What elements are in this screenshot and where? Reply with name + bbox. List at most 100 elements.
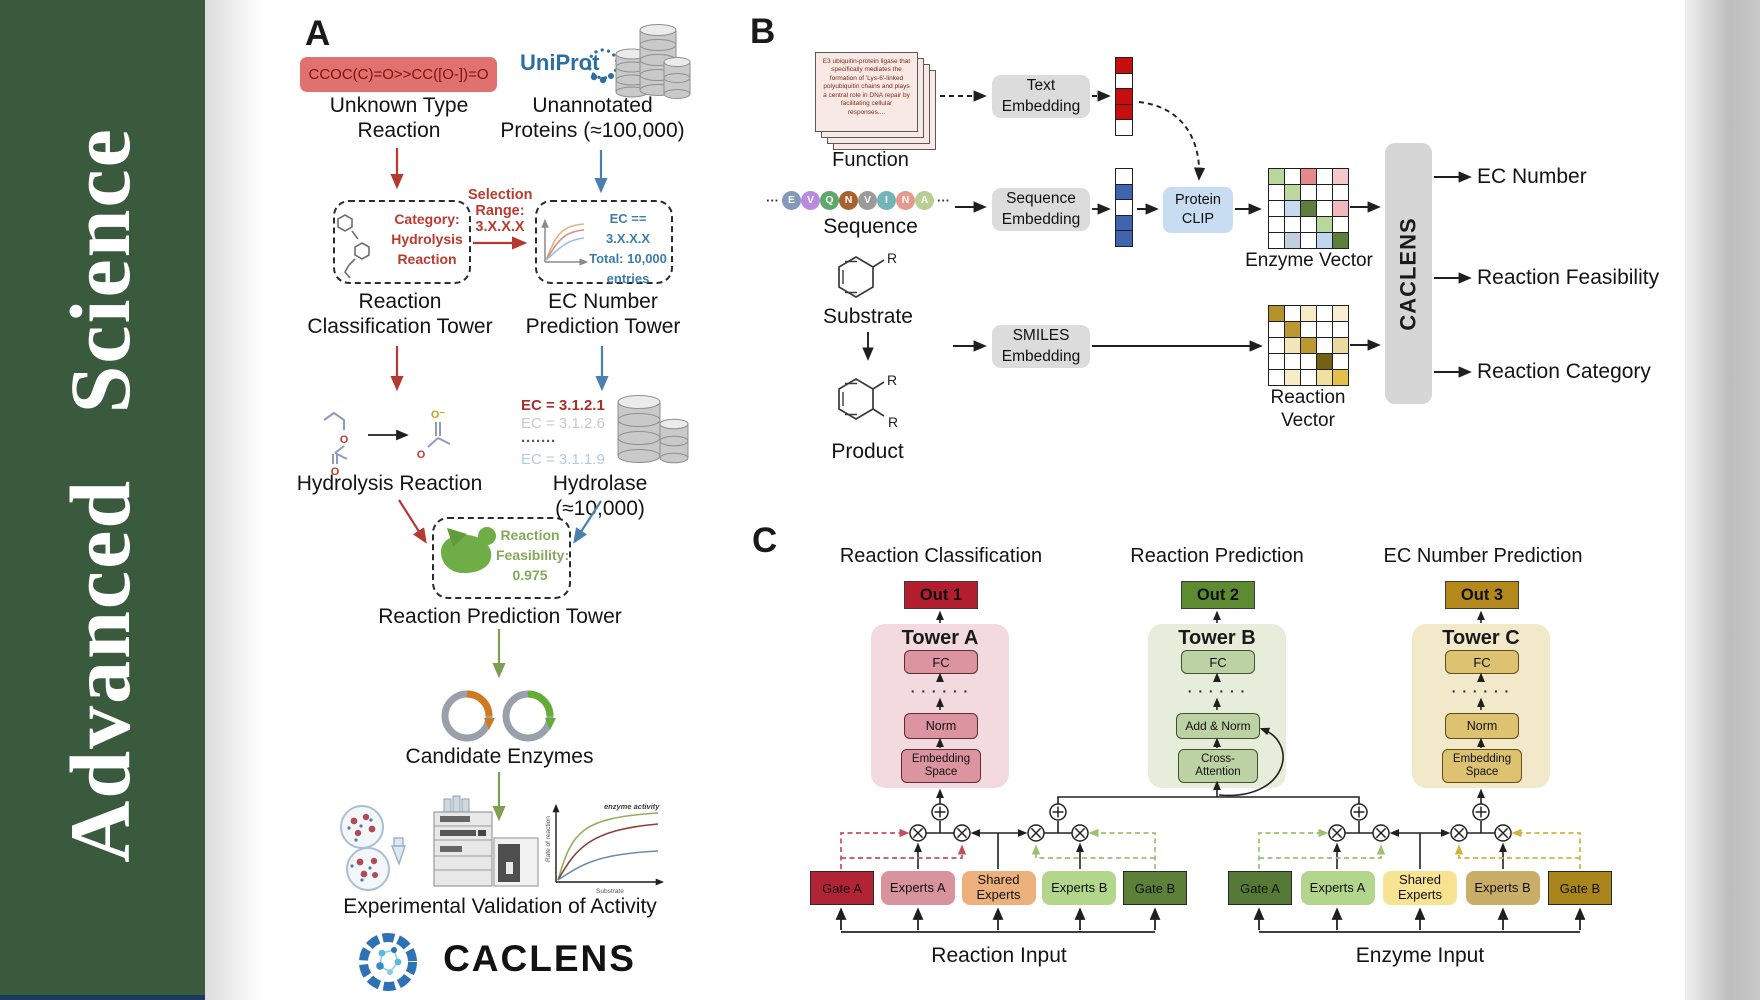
residue-circle: V bbox=[801, 190, 820, 210]
multiply-node bbox=[1071, 824, 1089, 842]
vector-cell bbox=[1116, 89, 1133, 105]
tower-b-cross-attention: Cross- Attention bbox=[1178, 749, 1258, 783]
vector-cell bbox=[1333, 217, 1349, 233]
r-group-label: R bbox=[888, 414, 898, 430]
moe-gate-box: Gate B bbox=[1548, 871, 1612, 905]
enzyme-input-label: Enzyme Input bbox=[1355, 944, 1485, 967]
multiply-add-nodes bbox=[909, 803, 1512, 842]
vector-cell bbox=[1269, 322, 1285, 338]
substrate-label: Substrate bbox=[823, 305, 913, 328]
out3-box: Out 3 bbox=[1445, 581, 1519, 609]
ec-list-item: EC = 3.1.2.6 bbox=[521, 415, 605, 432]
multiply-node bbox=[909, 824, 927, 842]
vector-cell bbox=[1301, 201, 1317, 217]
vector-cell bbox=[1301, 354, 1317, 370]
reaction-prediction-tower-label: Reaction Prediction Tower bbox=[378, 605, 622, 628]
moe-gate-box: Gate B bbox=[1123, 871, 1187, 905]
tower-c-norm: Norm bbox=[1445, 713, 1519, 739]
tower-a-fc: FC bbox=[904, 650, 978, 674]
kinetics-plot: enzyme activity Rate of reaction Substra… bbox=[545, 802, 665, 895]
tower-c-embedding: Embedding Space bbox=[1442, 749, 1522, 783]
vector-cell bbox=[1269, 354, 1285, 370]
selection-range-label: Selection Range: 3.X.X.X bbox=[468, 187, 533, 235]
vector-cell bbox=[1269, 169, 1285, 185]
sequence-embedding-vector bbox=[1115, 168, 1133, 247]
reaction-vector-grid bbox=[1268, 305, 1349, 386]
tower-b-fc: FC bbox=[1181, 650, 1255, 674]
vector-cell bbox=[1317, 306, 1333, 322]
vector-cell bbox=[1285, 169, 1301, 185]
journal-brand-strip bbox=[0, 995, 205, 1000]
product-benzene-icon: R R bbox=[838, 372, 898, 430]
vector-cell bbox=[1333, 201, 1349, 217]
enzyme-vector-label: Enzyme Vector bbox=[1245, 250, 1373, 271]
vector-cell bbox=[1285, 306, 1301, 322]
substrate-benzene-icon: R bbox=[838, 250, 897, 298]
sequence-embedding-box: Sequence Embedding bbox=[992, 188, 1090, 231]
vector-cell bbox=[1269, 306, 1285, 322]
panel-b-letter: B bbox=[750, 12, 776, 51]
hydrolase-label: Hydrolase (≈10,000) bbox=[552, 472, 648, 521]
vector-cell bbox=[1333, 169, 1349, 185]
residue-circle: E bbox=[782, 190, 801, 210]
vector-cell bbox=[1333, 370, 1349, 386]
add-node bbox=[1472, 803, 1490, 821]
vector-cell bbox=[1317, 169, 1333, 185]
vector-cell bbox=[1301, 306, 1317, 322]
residue-circle: Q bbox=[820, 190, 839, 210]
vector-cell bbox=[1301, 370, 1317, 386]
tower-a-dots: · · · · · · bbox=[910, 683, 970, 699]
tower-a-title: Tower A bbox=[901, 627, 979, 649]
vector-cell bbox=[1301, 233, 1317, 249]
vector-cell bbox=[1301, 322, 1317, 338]
plasmid-icons bbox=[441, 690, 556, 742]
caclens-model-block: CACLENS bbox=[1385, 143, 1432, 404]
multiply-node bbox=[1372, 824, 1390, 842]
vector-cell bbox=[1116, 200, 1133, 216]
sequence-label: Sequence bbox=[823, 215, 918, 238]
residue-circle: N bbox=[896, 190, 915, 210]
vector-cell bbox=[1285, 185, 1301, 201]
moe-expert-box: Experts B bbox=[1465, 871, 1540, 905]
panel-a-letter: A bbox=[305, 14, 331, 53]
atom-o-label: O bbox=[340, 434, 349, 446]
tower-b-add-norm: Add & Norm bbox=[1176, 713, 1260, 739]
sequence-ellipsis: ··· bbox=[766, 192, 779, 208]
vector-cell bbox=[1317, 338, 1333, 354]
reaction-classification-box bbox=[333, 200, 471, 284]
ec-list-item: EC = 3.1.2.1 bbox=[521, 397, 605, 414]
multiply-node bbox=[953, 824, 971, 842]
left-gradient bbox=[205, 0, 263, 1000]
tower-b-title: Tower B bbox=[1178, 627, 1256, 649]
vector-cell bbox=[1269, 217, 1285, 233]
ester-molecule-icon: O O bbox=[323, 411, 349, 478]
vector-cell bbox=[1285, 354, 1301, 370]
task2-title: Reaction Prediction bbox=[1130, 545, 1304, 567]
vector-cell bbox=[1269, 185, 1285, 201]
residue-circle: N bbox=[839, 190, 858, 210]
unknown-type-label: Unknown Type Reaction bbox=[329, 94, 469, 143]
tower-wires bbox=[926, 796, 1495, 869]
vector-cell bbox=[1317, 354, 1333, 370]
vector-cell bbox=[1285, 233, 1301, 249]
vector-cell bbox=[1285, 322, 1301, 338]
microscopy-cells-icon bbox=[340, 805, 406, 891]
panel-c-letter: C bbox=[752, 521, 778, 560]
feasibility-label: Reaction Feasibility: 0.975 bbox=[496, 527, 570, 583]
output-ec-number: EC Number bbox=[1477, 165, 1587, 188]
vector-cell bbox=[1317, 370, 1333, 386]
vector-cell bbox=[1333, 354, 1349, 370]
ec-number-tower-label: EC Number Prediction Tower bbox=[525, 290, 681, 339]
vector-cell bbox=[1285, 338, 1301, 354]
task3-title: EC Number Prediction bbox=[1383, 545, 1583, 567]
multiply-node bbox=[1494, 824, 1512, 842]
vector-cell bbox=[1269, 233, 1285, 249]
atom-o-minus-label: O⁻ bbox=[431, 409, 446, 421]
reaction-classification-tower-label: Reaction Classification Tower bbox=[307, 290, 493, 339]
tower-b-dots: · · · · · · bbox=[1187, 683, 1247, 699]
vector-cell bbox=[1301, 217, 1317, 233]
residue-circle: A bbox=[915, 190, 934, 210]
right-shadow bbox=[1685, 0, 1760, 1000]
journal-brand-band bbox=[0, 0, 205, 1000]
